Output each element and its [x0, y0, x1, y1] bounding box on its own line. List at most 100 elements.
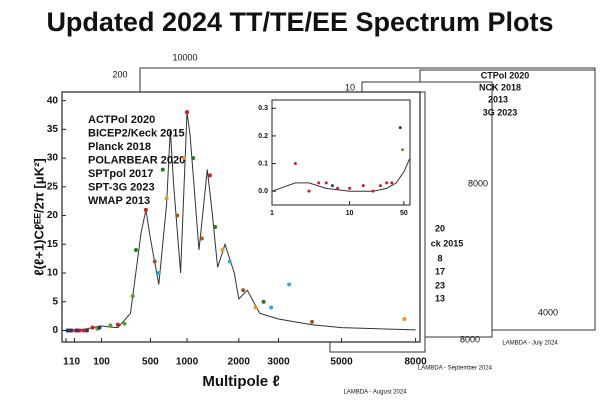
data-point — [81, 328, 86, 333]
data-point — [75, 328, 80, 333]
data-point — [348, 186, 352, 190]
data-point — [68, 328, 73, 333]
legend-entry: BICEP2/Keck 2015 — [88, 127, 185, 139]
y-tick-label: 0.3 — [258, 105, 268, 112]
x-tick-label: 1 — [270, 210, 274, 217]
data-point — [115, 322, 120, 327]
data-point — [160, 167, 165, 172]
data-point — [130, 294, 135, 299]
x-tick-label: 100 — [93, 357, 110, 368]
data-point — [385, 181, 389, 185]
x-axis-label: Multipole ℓ — [202, 373, 279, 390]
background-label: LAMBDA - July 2024 — [502, 341, 558, 347]
data-point — [213, 225, 218, 230]
legend-entry: Planck 2018 — [88, 141, 151, 153]
x-tick-label: 50 — [400, 210, 408, 217]
data-point — [164, 196, 169, 201]
x-tick-label: 5000 — [330, 357, 353, 368]
data-point — [398, 126, 402, 130]
data-point — [310, 319, 315, 324]
data-point — [122, 321, 127, 326]
legend-entry: POLARBEAR 2020 — [88, 154, 185, 166]
y-tick-label: 40 — [47, 95, 59, 106]
data-point — [261, 299, 266, 304]
background-label: 13 — [435, 293, 445, 303]
data-point — [324, 181, 328, 185]
y-tick-label: 35 — [47, 124, 59, 135]
background-label: ck 2015 — [431, 238, 464, 248]
y-tick-label: 15 — [47, 239, 59, 250]
data-point — [175, 213, 180, 218]
background-label: 10 — [345, 82, 355, 92]
x-tick-label: 500 — [142, 357, 159, 368]
data-point — [191, 156, 196, 161]
background-label: 200 — [112, 69, 127, 79]
background-label: 8 — [437, 253, 442, 263]
x-tick-label: 10 — [346, 210, 354, 217]
background-label: 4000 — [538, 307, 558, 317]
data-point — [307, 189, 311, 193]
background-label: 10000 — [172, 52, 197, 62]
data-point — [253, 305, 258, 310]
x-tick-label: 1 — [63, 357, 69, 368]
background-label: 3G 2023 — [483, 107, 518, 117]
background-label: LAMBDA - August 2024 — [343, 390, 407, 396]
data-point — [152, 259, 157, 264]
x-tick-label: 2000 — [228, 357, 251, 368]
y-tick-label: 0 — [52, 325, 58, 336]
data-point — [371, 189, 375, 193]
x-tick-label: 10 — [69, 357, 81, 368]
y-tick-label: 20 — [47, 210, 59, 221]
data-point — [287, 282, 292, 287]
data-point — [317, 181, 321, 185]
data-point — [220, 248, 225, 253]
data-point — [181, 156, 186, 161]
data-point — [330, 184, 334, 188]
background-label: LAMBDA - September 2024 — [418, 366, 493, 372]
background-label: 20 — [435, 223, 445, 233]
data-point — [156, 271, 161, 276]
inset-frame — [271, 99, 411, 206]
main-chart: 1 10 100 500 1000 2000 3000 5000 800005101520253… — [31, 95, 427, 390]
data-point — [199, 236, 204, 241]
y-tick-label: 0.2 — [258, 133, 268, 140]
y-axis-label: ℓ(ℓ+1)Cℓᴱᴱ/2π [μK²] — [31, 158, 46, 276]
data-point — [361, 184, 365, 188]
inset-chart: 1 10 50 0.0 0.1 0.2 0.3 — [258, 105, 411, 217]
data-point — [143, 207, 148, 212]
x-tick-label: 1000 — [176, 357, 199, 368]
data-point — [65, 328, 70, 333]
x-tick-label: 3000 — [267, 357, 290, 368]
data-point — [85, 328, 90, 333]
background-label: 8000 — [460, 334, 480, 344]
data-point — [207, 173, 212, 178]
y-tick-label: 5 — [52, 296, 58, 307]
y-tick-label: 25 — [47, 181, 59, 192]
background-label: CTPol 2020 — [481, 70, 530, 80]
data-point — [185, 110, 190, 115]
y-tick-label: 0.0 — [258, 188, 268, 195]
data-point — [336, 186, 340, 190]
background-label: 2013 — [488, 94, 508, 104]
data-point — [227, 259, 232, 264]
model-curve — [65, 112, 416, 331]
legend-entry: WMAP 2013 — [88, 195, 150, 207]
data-point — [390, 181, 394, 185]
data-point — [108, 323, 113, 328]
data-point — [402, 317, 407, 322]
data-point — [378, 184, 382, 188]
y-tick-label: 0.1 — [258, 160, 268, 167]
data-point — [133, 248, 138, 253]
background-label: 23 — [435, 280, 445, 290]
data-point — [269, 305, 274, 310]
background-label: 17 — [435, 266, 445, 276]
model-curve — [271, 157, 411, 192]
data-point — [400, 148, 404, 152]
background-labels: 10000 200 10 8000 4000 8000 CTPol 2020 NCK 2018… — [112, 52, 558, 395]
data-point — [241, 288, 246, 293]
y-tick-label: 10 — [47, 268, 59, 279]
data-point — [97, 325, 102, 330]
legend-entry: SPTpol 2017 — [88, 168, 153, 180]
background-label: NCK 2018 — [479, 82, 521, 92]
